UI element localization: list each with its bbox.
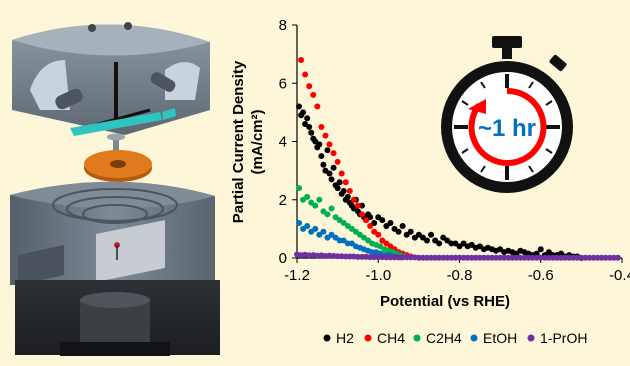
electrode-disk: [84, 150, 152, 182]
data-point-h2: [328, 176, 335, 183]
data-point-h2: [318, 153, 325, 160]
data-point-h2: [330, 164, 337, 171]
partial-current-density-chart: 0 2 4 6 8 -1.2 -1.0 -0.8 -0.6 -0.4 Partial Curren…: [230, 17, 630, 346]
plot-area: 0 2 4 6 8 -1.2 -1.0 -0.8 -0.6 -0.4: [279, 17, 630, 284]
data-point-ch4: [338, 170, 345, 177]
y-axis-title: Partial Current Density: [230, 60, 247, 223]
data-point-ch4: [359, 211, 365, 218]
data-point-ch4: [375, 231, 382, 238]
y-tick-label: 0: [279, 250, 287, 267]
data-point-c2h4: [312, 202, 319, 209]
data-point-h2: [320, 161, 327, 168]
data-point-1proh: [614, 254, 621, 261]
data-point-h2: [340, 188, 347, 195]
data-point-h2: [537, 246, 544, 253]
x-tick-label: -0.4: [609, 267, 630, 284]
data-point-h2: [334, 185, 341, 192]
top-half-cell: [12, 22, 210, 136]
data-point-h2: [379, 217, 386, 224]
legend-label-h2: H2: [336, 330, 354, 346]
data-point-c2h4: [324, 211, 331, 218]
legend-marker-1proh: [527, 334, 535, 342]
data-point-h2: [308, 129, 315, 136]
data-point-h2: [336, 179, 343, 186]
x-tick-label: -0.6: [528, 267, 554, 284]
data-point-h2: [306, 123, 313, 130]
data-point-ch4: [367, 222, 374, 229]
data-point-c2h4: [304, 193, 311, 200]
y-tick-label: 6: [279, 75, 287, 92]
data-point-ch4: [314, 103, 321, 110]
data-point-etoh: [312, 225, 319, 232]
screw: [107, 133, 125, 152]
data-point-h2: [300, 109, 307, 116]
data-point-ch4: [326, 141, 333, 148]
legend-marker-ch4: [364, 334, 372, 342]
y-tick-label: 4: [279, 134, 287, 151]
data-point-h2: [424, 237, 430, 244]
x-axis-title: Potential (vs RHE): [380, 293, 510, 310]
bottom-half-cell: [10, 181, 215, 285]
data-point-h2: [399, 222, 406, 229]
legend: H2 CH4 C2H4 EtOH 1-PrOH: [323, 330, 587, 346]
data-point-ch4: [342, 179, 349, 186]
data-point-ch4: [310, 91, 317, 98]
data-point-h2: [436, 240, 443, 247]
cell-base: [15, 280, 220, 356]
stopwatch-icon: ~1 hr: [441, 36, 573, 193]
legend-label-etoh: EtOH: [483, 330, 517, 346]
data-point-c2h4: [296, 185, 303, 192]
data-point-ch4: [322, 132, 329, 139]
x-tick-label: -0.8: [447, 267, 473, 284]
timer-label: ~1 hr: [478, 115, 536, 142]
data-point-ch4: [350, 196, 357, 203]
legend-label-c2h4: C2H4: [426, 330, 462, 346]
legend-marker-h2: [323, 334, 331, 342]
data-point-c2h4: [316, 196, 323, 203]
data-point-etoh: [304, 222, 311, 229]
legend-label-ch4: CH4: [377, 330, 405, 346]
data-point-ch4: [346, 188, 353, 195]
data-point-h2: [324, 147, 331, 154]
data-point-h2: [428, 231, 435, 238]
data-point-ch4: [334, 158, 341, 165]
x-tick-label: -1.0: [365, 267, 391, 284]
x-tick-label: -1.2: [284, 267, 310, 284]
data-point-h2: [316, 141, 323, 148]
legend-label-1proh: 1-PrOH: [540, 330, 587, 346]
data-point-ch4: [354, 202, 361, 209]
y-axis-unit: (mA/cm²): [249, 109, 266, 174]
legend-marker-etoh: [470, 334, 478, 342]
y-tick-label: 2: [279, 192, 287, 209]
data-point-h2: [395, 228, 402, 235]
data-point-ch4: [302, 71, 309, 78]
data-point-ch4: [330, 150, 337, 157]
legend-marker-c2h4: [413, 334, 421, 342]
y-tick-label: 8: [279, 17, 287, 34]
data-point-etoh: [320, 228, 327, 235]
data-point-h2: [407, 228, 414, 235]
data-point-ch4: [306, 83, 313, 90]
data-point-ch4: [363, 217, 370, 224]
data-point-ch4: [318, 123, 325, 130]
data-point-c2h4: [328, 205, 335, 212]
data-point-h2: [326, 170, 333, 177]
data-point-h2: [296, 103, 303, 110]
electrochemical-cell-illustration: [10, 22, 220, 356]
data-point-etoh: [296, 220, 303, 227]
data-point-h2: [344, 193, 351, 200]
data-point-h2: [304, 115, 311, 122]
data-point-h2: [387, 220, 394, 227]
data-point-ch4: [298, 56, 305, 63]
